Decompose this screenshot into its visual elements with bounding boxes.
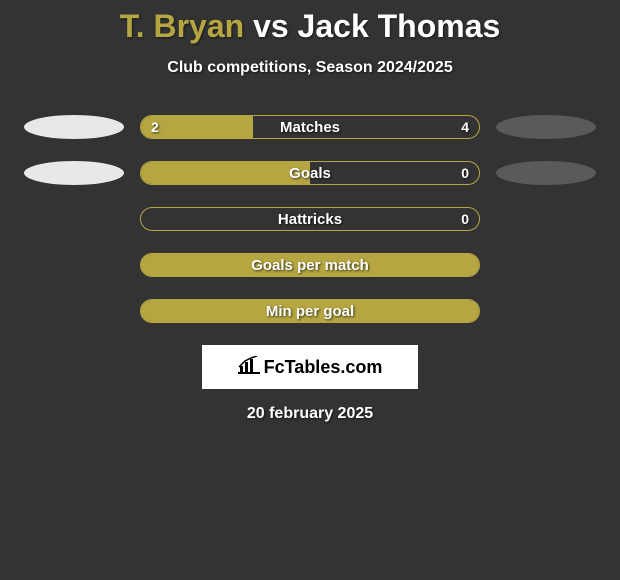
stat-label: Matches [141,116,479,138]
player2-badge [496,115,596,139]
stat-label: Goals [141,162,479,184]
stat-bar: Goals per match [140,253,480,277]
stat-bar: 24Matches [140,115,480,139]
subtitle: Club competitions, Season 2024/2025 [0,59,620,77]
player1-name: T. Bryan [120,8,244,44]
logo-box: FcTables.com [202,345,418,389]
stat-label: Goals per match [141,254,479,276]
date-label: 20 february 2025 [0,405,620,423]
chart-icon [238,356,260,379]
logo-text: FcTables.com [264,357,383,378]
stat-bar: 0Hattricks [140,207,480,231]
stat-label: Hattricks [141,208,479,230]
stat-row: 24Matches [0,115,620,139]
stat-row: Min per goal [0,299,620,323]
player2-badge [496,161,596,185]
stat-bar: Min per goal [140,299,480,323]
stat-bar: 0Goals [140,161,480,185]
stat-label: Min per goal [141,300,479,322]
stat-row: 0Hattricks [0,207,620,231]
player2-name: Jack Thomas [298,8,501,44]
comparison-title: T. Bryan vs Jack Thomas [0,0,620,45]
stat-row: 0Goals [0,161,620,185]
player1-badge [24,115,124,139]
stat-row: Goals per match [0,253,620,277]
vs-text: vs [253,8,289,44]
player1-badge [24,161,124,185]
logo: FcTables.com [238,356,383,379]
stats-chart: 24Matches 0Goals 0Hattricks Goals per match… [0,115,620,323]
